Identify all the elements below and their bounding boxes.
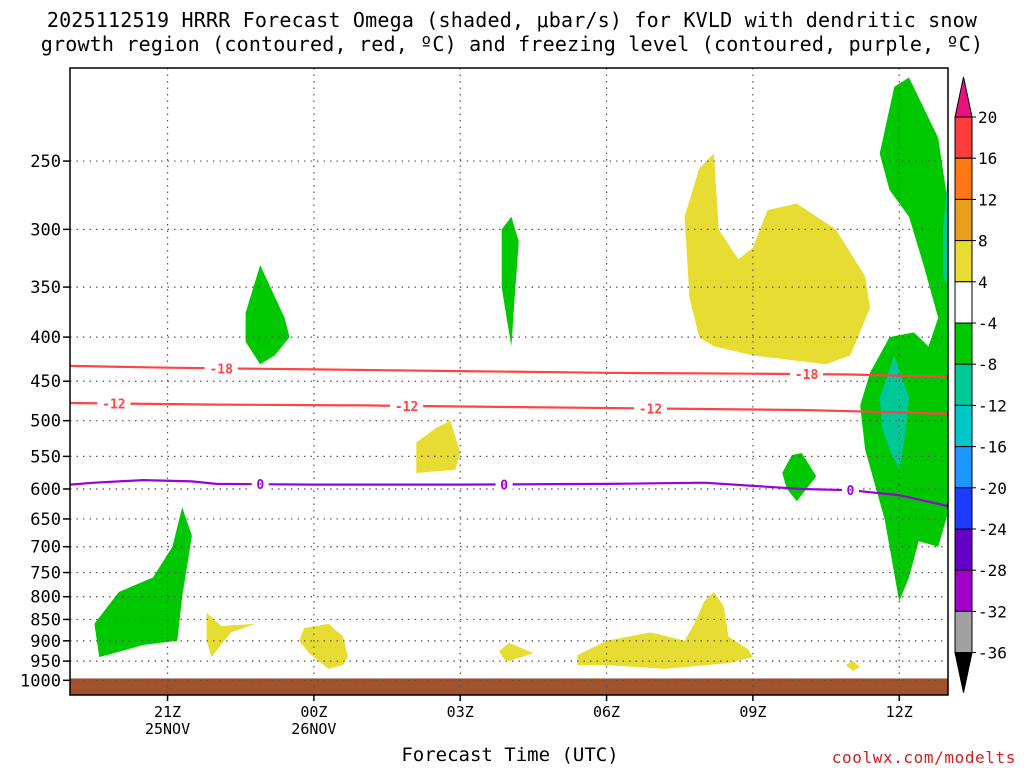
y-tick-label-850: 850 xyxy=(30,610,61,630)
y-tick-label-750: 750 xyxy=(30,564,61,584)
omega-region-7 xyxy=(684,153,870,365)
colorbar-bin-5 xyxy=(954,322,973,365)
chart-title-line-2: growth region (contoured, red, ºC) and f… xyxy=(40,32,984,56)
x-tick-label-3-0: 06Z xyxy=(593,703,620,721)
y-tick-label-350: 350 xyxy=(30,278,61,298)
y-tick-label-300: 300 xyxy=(30,220,61,240)
colorbar-label-6: -8 xyxy=(978,355,997,374)
y-tick-label-550: 550 xyxy=(30,447,61,467)
colorbar-label-10: -24 xyxy=(978,520,1007,539)
chart-title-line-1: 2025112519 HRRR Forecast Omega (shaded, … xyxy=(46,8,978,32)
colorbar-label-3: 8 xyxy=(978,232,988,251)
colorbar-bin-3 xyxy=(954,240,973,283)
freezing-level-contour-label-2: 0 xyxy=(847,484,855,499)
colorbar-label-11: -28 xyxy=(978,561,1007,580)
omega-region-12 xyxy=(577,592,753,669)
colorbar-bin-7 xyxy=(954,404,973,448)
y-tick-label-650: 650 xyxy=(30,510,61,530)
x-tick-label-2-0: 03Z xyxy=(447,703,474,721)
omega-region-4 xyxy=(860,77,948,602)
axes: 2503003504004505005506006507007508008509… xyxy=(20,67,949,740)
y-tick-label-1000: 1000 xyxy=(20,671,61,691)
omega-region-11 xyxy=(499,642,534,662)
x-tick-label-0-0: 21Z xyxy=(154,703,181,721)
colorbar-bin-10 xyxy=(954,528,973,571)
freezing-level-contour-label-bg-2 xyxy=(841,482,859,499)
y-tick-label-700: 700 xyxy=(30,538,61,558)
y-tick-label-600: 600 xyxy=(30,480,61,500)
freezing-level-contour-label-1: 0 xyxy=(500,478,508,493)
colorbar-label-5: -4 xyxy=(978,314,997,333)
ground-layer xyxy=(70,678,948,695)
colorbar-bin-0 xyxy=(954,116,973,159)
dgz-contour-1-label-bg-1 xyxy=(390,397,424,414)
y-tick-label-400: 400 xyxy=(30,328,61,348)
colorbar-bin-2 xyxy=(954,198,973,242)
x-tick-label-5-0: 12Z xyxy=(886,703,913,721)
dgz-contour-1-line xyxy=(69,401,949,415)
colorbar-label-2: 12 xyxy=(978,190,997,209)
colorbar-bin-11 xyxy=(954,569,973,612)
y-tick-label-950: 950 xyxy=(30,652,61,672)
x-tick-label-0-1: 25NOV xyxy=(145,720,190,738)
colorbar-bin-9 xyxy=(954,487,973,530)
grid-lines xyxy=(70,68,948,695)
colorbar: 20 16 12 8 4 -4 -8 -12 -16 -20 -24 -28 -32 -36 xyxy=(954,76,1007,693)
x-tick-label-4-0: 09Z xyxy=(739,703,766,721)
freezing-level-contour-label-bg-0 xyxy=(251,476,269,493)
y-tick-label-250: 250 xyxy=(30,152,61,172)
x-tick-label-1-0: 00Z xyxy=(300,703,327,721)
dgz-contour-1-label-bg-2 xyxy=(633,400,667,417)
omega-region-9 xyxy=(299,623,348,669)
colorbar-label-12: -32 xyxy=(978,602,1007,621)
omega-region-2 xyxy=(501,216,519,347)
colorbar-top-arrow xyxy=(954,76,973,118)
colorbar-bin-12 xyxy=(954,610,973,654)
colorbar-label-13: -36 xyxy=(978,644,1007,663)
colorbar-label-8: -16 xyxy=(978,438,1007,457)
dgz-contour-1-label-1: -12 xyxy=(395,400,418,415)
x-tick-label-0-2: 2025 xyxy=(149,737,185,740)
dgz-contour-1-label-bg-0 xyxy=(97,395,131,412)
dgz-contour-1-label-2: -12 xyxy=(639,402,662,417)
omega-region-13 xyxy=(845,661,861,671)
y-tick-label-450: 450 xyxy=(30,372,61,392)
dgz-contour-1-label-0: -12 xyxy=(102,398,125,413)
dgz-contour-0-label-bg-0 xyxy=(204,360,238,377)
x-axis-label: Forecast Time (UTC) xyxy=(401,744,619,766)
omega-region-10 xyxy=(206,612,256,658)
y-tick-label-900: 900 xyxy=(30,632,61,652)
y-tick-label-800: 800 xyxy=(30,588,61,608)
dgz-contour-0-line xyxy=(69,364,949,379)
dgz-contour-0-label-bg-1 xyxy=(790,366,824,383)
x-tick-label-1-1: 26NOV xyxy=(291,720,336,738)
colorbar-label-0: 20 xyxy=(978,108,997,127)
omega-region-1 xyxy=(245,265,290,365)
colorbar-bin-8 xyxy=(954,446,973,489)
site-credit: coolwx.com/modelts xyxy=(831,748,1016,767)
colorbar-bottom-arrow xyxy=(954,652,973,693)
colorbar-bin-4 xyxy=(954,281,973,324)
contours: -18 -18 -12 -12 -12 0 0 0 xyxy=(69,360,949,508)
colorbar-label-4: 4 xyxy=(978,273,988,292)
dgz-contour-0-label-1: -18 xyxy=(795,368,819,383)
y-tick-label-500: 500 xyxy=(30,412,61,432)
omega-region-8 xyxy=(416,420,461,473)
colorbar-bin-6 xyxy=(954,363,973,406)
omega-chart: -18 -18 -12 -12 -12 0 0 0 250 300 350 400 450 500 550… xyxy=(20,67,1007,740)
dgz-contour-0-label-0: -18 xyxy=(209,362,233,377)
freezing-level-contour-label-bg-1 xyxy=(495,476,513,493)
colorbar-label-1: 16 xyxy=(978,149,997,168)
freezing-level-contour-label-0: 0 xyxy=(256,478,264,493)
omega-region-5 xyxy=(943,175,948,288)
colorbar-label-9: -20 xyxy=(978,479,1007,498)
colorbar-label-7: -12 xyxy=(978,396,1007,415)
colorbar-bin-1 xyxy=(954,157,973,200)
